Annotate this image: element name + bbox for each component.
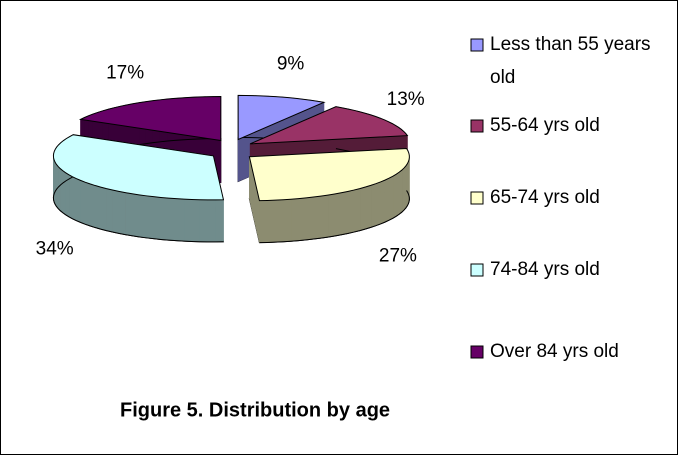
legend-swatch [470,263,484,277]
slice-top [52,134,225,201]
slice-side [72,176,77,222]
chart-title: Figure 5. Distribution by age [120,399,390,421]
slice-top [78,96,222,142]
slice-side [100,186,107,232]
slice-side [145,195,154,240]
slice-side [68,174,73,220]
slice-top [248,147,410,202]
slice-side [401,167,405,213]
slice-side [313,195,322,240]
slice-side [359,186,366,231]
slice-side [340,191,348,236]
slice-edge [259,190,410,244]
slice-side [353,188,361,233]
pie-slice [52,134,225,243]
slice-side [106,188,113,233]
slice-top [249,106,409,145]
slice-side [347,189,355,234]
slice-side [320,194,329,239]
slice-side [89,183,96,228]
slice-side [375,181,381,227]
slice-side [388,175,394,221]
slice-side [191,199,200,243]
slice-side [398,169,403,215]
slice-side [207,199,216,243]
legend-swatch [470,38,484,52]
legend-label: Over 84 yrs old [490,341,619,362]
slice-side [274,199,284,243]
slice-side [259,200,268,243]
slice-side [370,183,377,228]
slice-top [237,94,326,141]
slice-side [199,199,208,243]
legend-label: 55-64 yrs old [490,115,600,136]
slice-side [380,179,386,225]
legend-swatch [470,191,484,205]
slice-side [112,189,120,234]
legend: Less than 55 years old 55-64 yrs old 65-74 … [470,34,651,362]
data-label: 13% [387,89,425,110]
pie-slice [248,147,410,244]
slice-side [334,192,342,237]
legend-label: 74-84 yrs old [490,259,600,280]
slice-side [267,199,276,243]
pie: 9% 13% 27% 34% 17% [36,54,425,267]
slice-side [80,179,86,225]
slice-side [125,192,133,237]
slice-side [395,171,400,217]
slice-side [384,177,390,223]
slice-side [118,191,126,235]
data-label: 17% [106,62,144,83]
slice-side [138,194,147,239]
slice-side [84,181,91,227]
slice-side [290,198,299,242]
data-label: 9% [277,54,305,75]
slice-side [160,197,169,241]
legend-label: Less than 55 years old [490,34,651,88]
slice-side [131,193,140,238]
legend-label-line: Less than 55 years [490,34,651,55]
legend-swatch [470,119,484,133]
slice-edge [52,176,224,243]
slice-side [392,173,397,219]
legend-label-line: old [490,67,515,88]
legend-label: 65-74 yrs old [490,187,600,208]
slice-side [75,178,81,223]
slice-side [153,196,162,240]
legend-swatch [470,345,484,359]
slice-side [215,199,224,243]
slice-side [183,198,193,242]
slice-side [175,198,185,242]
slice-side [282,198,292,243]
slice-side [298,197,307,241]
data-label: 34% [36,239,74,260]
slice-side [365,185,372,230]
data-label: 27% [379,246,417,267]
slice-side [94,185,102,230]
slice-side [305,196,314,241]
slice-side [327,193,335,238]
slice-side [168,197,177,242]
